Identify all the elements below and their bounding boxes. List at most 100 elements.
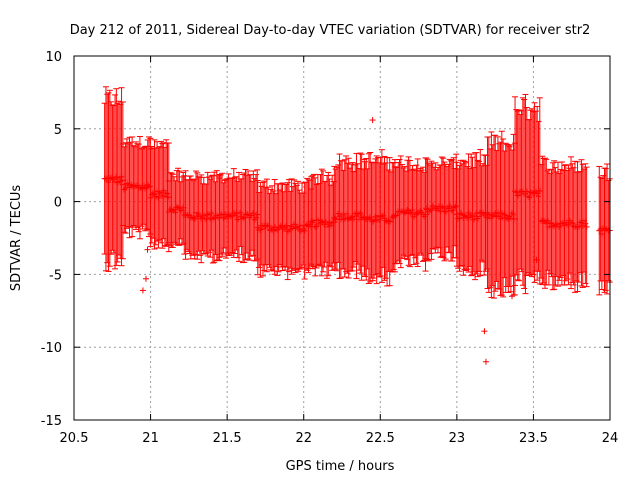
data-point <box>380 212 387 219</box>
data-point <box>287 226 294 233</box>
data-point <box>406 210 413 217</box>
y-tick-label: 5 <box>54 123 62 138</box>
data-marks <box>101 86 613 365</box>
data-point <box>164 190 171 197</box>
data-point <box>582 220 589 227</box>
data-point <box>161 193 168 200</box>
data-point <box>377 213 384 220</box>
data-point <box>597 226 604 233</box>
data-point <box>544 217 551 224</box>
data-point <box>525 193 532 200</box>
data-point <box>442 208 449 215</box>
data-point <box>470 216 477 223</box>
data-point <box>339 211 346 218</box>
data-point <box>372 213 379 220</box>
data-point <box>505 216 512 223</box>
data-point <box>282 224 289 231</box>
data-point <box>239 215 246 222</box>
data-point <box>515 192 522 199</box>
data-point <box>598 231 605 238</box>
data-point <box>147 194 154 201</box>
data-point <box>295 223 302 230</box>
data-point <box>575 223 582 230</box>
data-point <box>349 213 356 220</box>
data-point <box>155 194 162 201</box>
data-point <box>113 174 120 181</box>
data-point <box>423 205 430 212</box>
data-point <box>466 214 473 221</box>
data-point <box>507 215 514 222</box>
axis-ticks: 20.5 21 21.5 22 22.5 23 23.5 24 -15 -10 -5 0 5 10 <box>41 50 619 446</box>
data-point <box>551 222 558 229</box>
data-point <box>243 211 250 218</box>
data-point <box>475 213 482 220</box>
data-point <box>157 189 164 196</box>
y-tick-label: 10 <box>45 50 62 65</box>
data-point <box>269 224 276 231</box>
x-tick-label: 23.5 <box>519 431 548 446</box>
data-point <box>468 211 475 218</box>
data-point <box>150 190 157 197</box>
data-point <box>257 226 264 233</box>
data-point <box>512 188 519 195</box>
x-tick-label: 22.5 <box>366 431 395 446</box>
data-point <box>302 222 309 229</box>
data-point <box>449 207 456 214</box>
x-tick-label: 22 <box>295 431 312 446</box>
x-tick-label: 21 <box>142 431 159 446</box>
data-point <box>245 211 252 218</box>
data-point <box>237 209 244 216</box>
data-point <box>118 173 125 180</box>
data-point <box>250 210 257 217</box>
chart-title: Day 212 of 2011, Sidereal Day-to-day VTE… <box>70 23 591 38</box>
data-point <box>271 223 278 230</box>
y-axis-label: SDTVAR / TECUs <box>9 185 24 292</box>
data-point <box>190 215 197 222</box>
data-point <box>385 217 392 224</box>
data-point <box>331 214 338 221</box>
data-point <box>112 178 119 185</box>
data-point <box>531 189 538 196</box>
data-point <box>408 209 415 216</box>
data-point <box>494 209 501 216</box>
data-point <box>535 193 542 200</box>
data-point <box>168 207 175 214</box>
data-point <box>301 227 308 234</box>
data-point <box>453 211 460 218</box>
data-point <box>219 211 226 218</box>
y-tick-label: -10 <box>41 341 62 356</box>
data-point <box>156 190 163 197</box>
data-point <box>583 223 590 230</box>
data-point <box>208 210 215 217</box>
data-point <box>286 222 293 229</box>
data-point <box>569 220 576 227</box>
data-point <box>220 214 227 221</box>
data-point <box>367 214 374 221</box>
data-point <box>541 220 548 227</box>
data-point <box>142 185 149 192</box>
data-point <box>228 213 235 220</box>
data-point <box>440 204 447 211</box>
data-point <box>131 183 138 190</box>
data-point <box>523 188 530 195</box>
data-point <box>105 179 112 186</box>
data-point <box>152 193 159 200</box>
data-point <box>308 218 315 225</box>
data-point <box>109 174 116 181</box>
data-point <box>340 216 347 223</box>
x-axis-label: GPS time / hours <box>286 459 395 474</box>
data-point <box>389 214 396 221</box>
data-point <box>114 179 121 186</box>
data-point <box>265 222 272 229</box>
data-point <box>312 223 319 230</box>
data-point <box>284 228 291 235</box>
data-point <box>369 218 376 225</box>
data-point <box>487 215 494 222</box>
data-point <box>259 226 266 233</box>
outlier-point <box>533 256 540 263</box>
data-point <box>462 213 469 220</box>
data-point <box>393 212 400 219</box>
data-point <box>365 215 372 222</box>
data-point <box>121 186 128 193</box>
data-point <box>291 221 298 228</box>
